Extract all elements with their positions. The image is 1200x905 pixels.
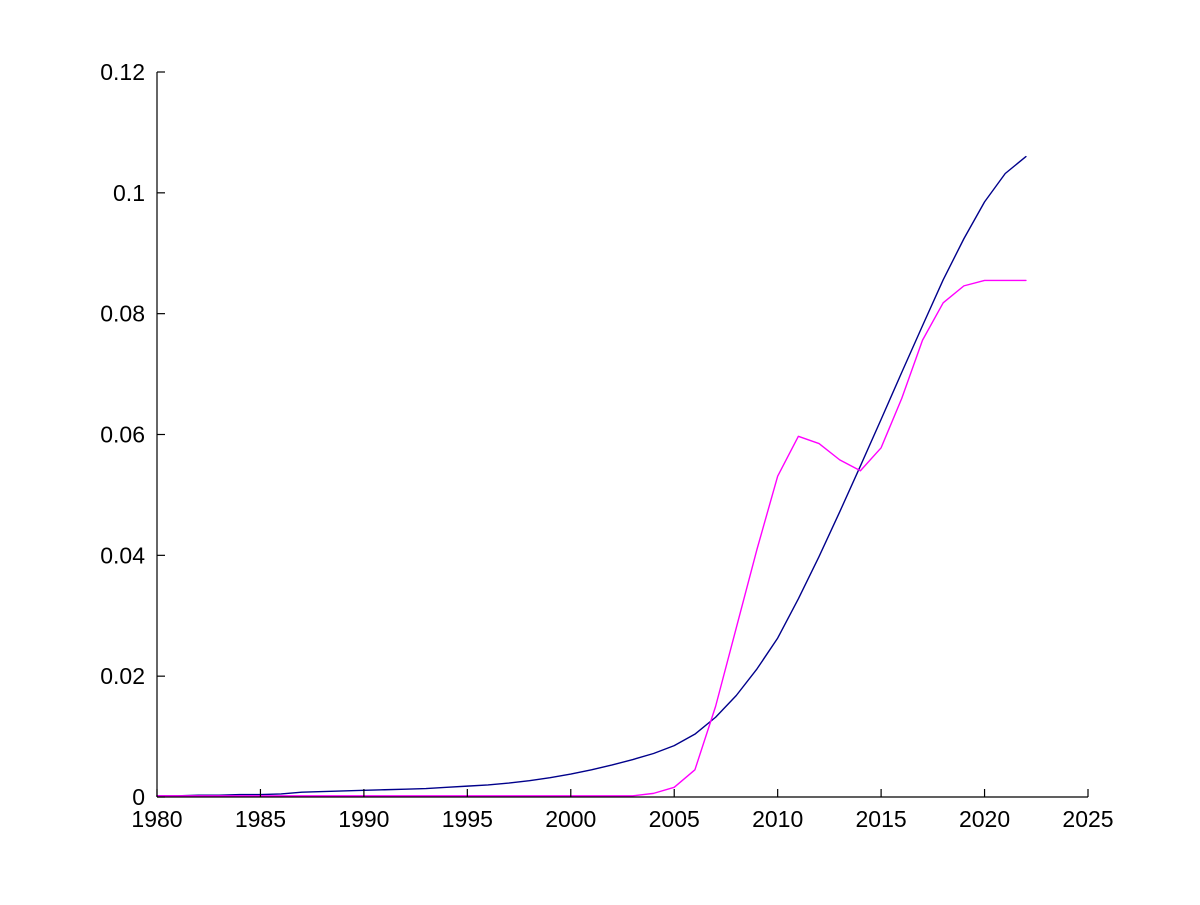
x-tick-label: 1990 xyxy=(338,806,389,832)
x-tick-label: 2010 xyxy=(752,806,803,832)
y-tick-label: 0 xyxy=(132,784,145,810)
magenta-curve xyxy=(156,279,1027,797)
x-tick-label: 2025 xyxy=(1062,806,1113,832)
dark-blue-smooth-growth-curve xyxy=(156,155,1027,797)
x-tick-label: 2015 xyxy=(856,806,907,832)
x-tick-label: 2000 xyxy=(545,806,596,832)
x-tick-label: 1985 xyxy=(235,806,286,832)
x-tick-label: 2020 xyxy=(959,806,1010,832)
y-tick-label: 0.08 xyxy=(100,301,145,327)
y-tick-label: 0.04 xyxy=(100,542,145,568)
x-tick-label: 2005 xyxy=(649,806,700,832)
y-tick-label: 0.02 xyxy=(100,663,145,689)
y-tick-label: 0.06 xyxy=(100,422,145,448)
x-tick-label: 1980 xyxy=(131,806,182,832)
y-tick-label: 0.1 xyxy=(113,180,145,206)
y-tick-label: 0.12 xyxy=(100,59,145,85)
x-tick-label: 1995 xyxy=(442,806,493,832)
